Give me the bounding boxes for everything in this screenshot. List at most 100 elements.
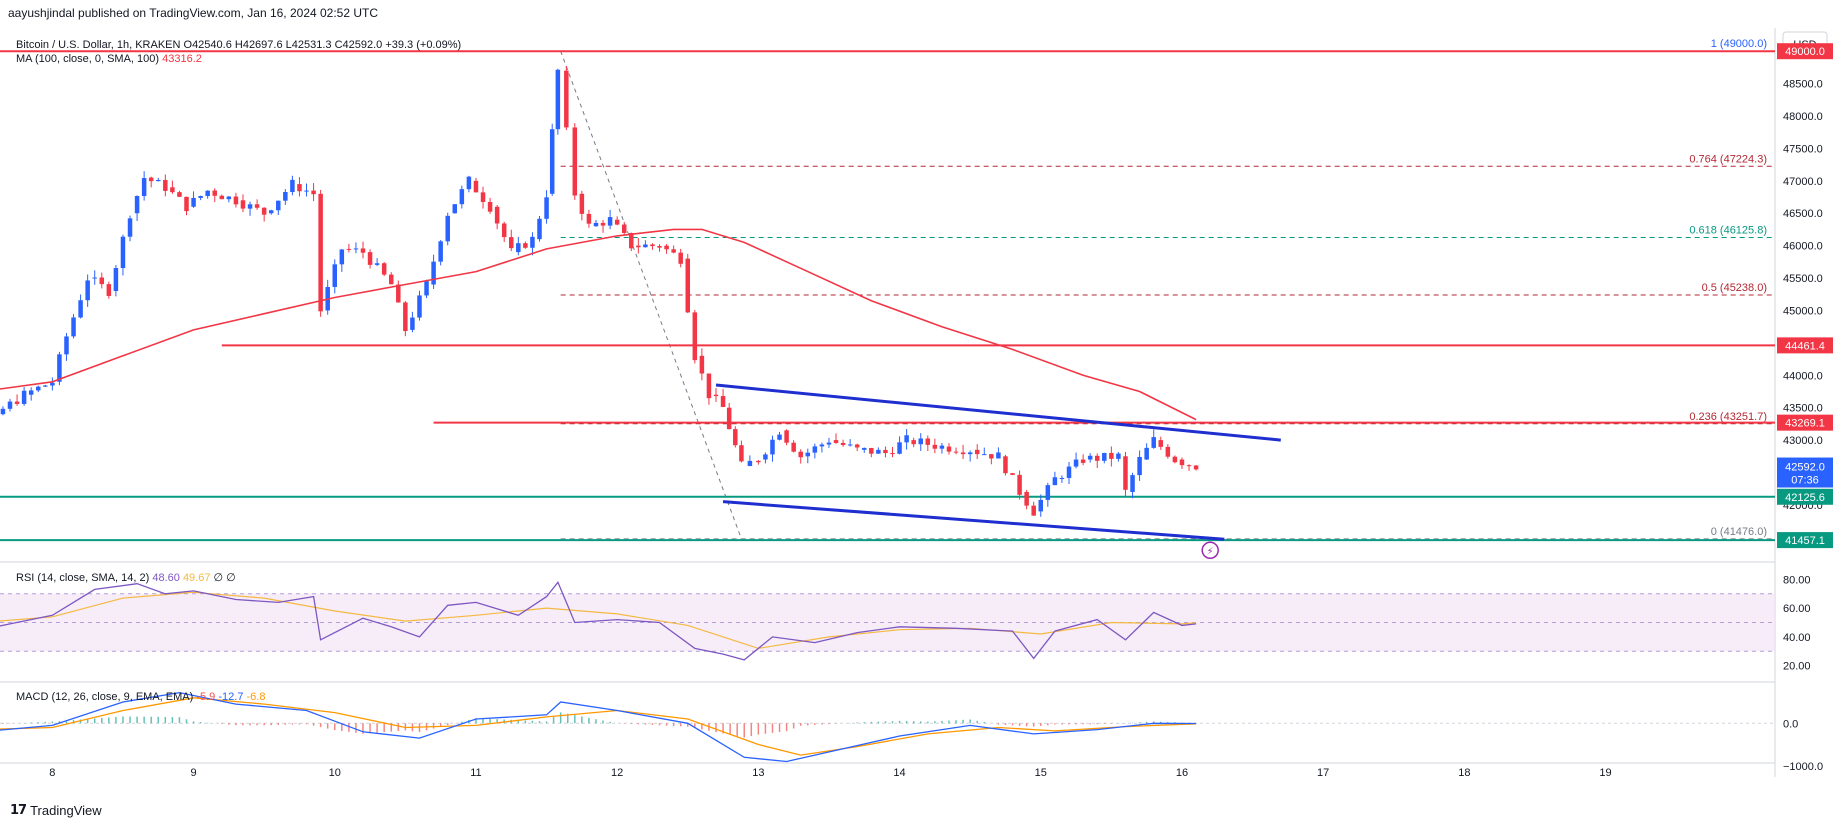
candle-body <box>1193 465 1199 470</box>
candle-body <box>840 442 846 445</box>
candle-body <box>960 452 966 455</box>
candle-body <box>869 447 874 454</box>
time-tick-label: 10 <box>329 767 341 779</box>
rsi-tick-label: 20.00 <box>1783 661 1811 673</box>
level-price-label: 43269.1 <box>1785 418 1825 430</box>
candle-body <box>226 196 232 200</box>
candle-body <box>177 192 182 197</box>
candle-countdown: 07:36 <box>1791 475 1819 487</box>
price-tick-label: 48500.0 <box>1783 79 1823 91</box>
candle-body <box>205 190 210 197</box>
candle-body <box>410 317 415 330</box>
candle-body <box>833 440 839 443</box>
candle-body <box>726 407 732 430</box>
candle-body <box>403 302 408 332</box>
candle-body <box>261 207 267 215</box>
candle-body <box>43 385 48 387</box>
time-tick-label: 11 <box>470 767 481 779</box>
candle-body <box>1130 475 1135 492</box>
published-line: aayushjindal published on TradingView.co… <box>8 6 379 20</box>
rsi-tick-label: 40.00 <box>1783 632 1811 644</box>
candle-body <box>678 252 683 264</box>
candle-body <box>283 191 288 201</box>
candle-body <box>134 196 140 214</box>
fib-level-label: 0 (41476.0) <box>1711 526 1767 538</box>
candle-body <box>904 435 909 443</box>
macd-legend-value: -5.9 <box>196 691 218 703</box>
candle-body <box>367 252 373 265</box>
candle-body <box>763 454 768 460</box>
candle-body <box>989 454 994 459</box>
candle-body <box>798 451 803 458</box>
candle-body <box>713 394 719 397</box>
fib-level-label: 0.618 (46125.8) <box>1689 224 1767 236</box>
candle-body <box>184 196 189 212</box>
candle-body <box>1045 485 1051 500</box>
candle-body <box>339 249 345 265</box>
candle-body <box>1094 455 1100 461</box>
candle-body <box>784 430 789 443</box>
candle-body <box>1017 474 1022 495</box>
candle-body <box>127 218 133 237</box>
time-tick-label: 19 <box>1599 767 1611 779</box>
candle-body <box>607 217 613 226</box>
candle-body <box>35 386 41 391</box>
candle-body <box>770 439 775 455</box>
ma-legend-value: 43316.2 <box>162 53 202 65</box>
candle-body <box>1059 477 1065 479</box>
candle-body <box>621 224 627 233</box>
candle-body <box>212 190 217 196</box>
candle-body <box>523 243 528 248</box>
level-price-tag <box>1777 414 1833 431</box>
candle-body <box>911 440 916 445</box>
candle-body <box>967 452 973 455</box>
candle-body <box>996 452 1001 459</box>
candle-body <box>1031 505 1036 516</box>
price-tick-label: 47500.0 <box>1783 143 1823 155</box>
candle-body <box>219 195 225 200</box>
price-tick-label: 47000.0 <box>1783 176 1823 188</box>
candle-body <box>1144 447 1149 460</box>
candle-body <box>1109 452 1114 459</box>
candle-body <box>918 438 923 445</box>
candle-body <box>1102 452 1107 461</box>
rsi-legend-value: ∅ <box>214 572 227 584</box>
candle-body <box>643 244 648 248</box>
candle-body <box>276 200 281 211</box>
ma-legend: MA (100, close, 0, SMA, 100) 43316.2 <box>16 53 202 65</box>
candle-body <box>14 401 20 404</box>
level-price-tag <box>1777 43 1833 60</box>
fib-level-label: 0.236 (43251.7) <box>1689 411 1767 423</box>
price-tick-label: 45500.0 <box>1783 273 1823 285</box>
candle-body <box>1186 465 1192 467</box>
candle-body <box>99 277 105 285</box>
candle-body <box>555 69 561 130</box>
candle-body <box>304 190 309 192</box>
candle-body <box>346 248 352 250</box>
candle-body <box>78 300 83 318</box>
candle-body <box>720 396 726 407</box>
candle-body <box>452 204 458 214</box>
candle-body <box>459 189 465 205</box>
price-tick-label: 46500.0 <box>1783 208 1823 220</box>
rsi-legend-value: 48.60 <box>152 572 183 584</box>
time-tick-label: 9 <box>190 767 196 779</box>
candle-body <box>1052 477 1058 486</box>
candle-body <box>1172 456 1178 463</box>
candle-body <box>897 442 902 454</box>
candle-body <box>805 452 811 457</box>
level-price-label: 42125.6 <box>1785 492 1825 504</box>
candle-body <box>544 197 549 219</box>
candle-body <box>706 373 712 399</box>
candle-body <box>240 200 246 209</box>
candle-body <box>445 215 450 242</box>
candle-body <box>777 434 782 440</box>
candle-body <box>191 197 196 207</box>
candle-body <box>156 179 161 182</box>
candle-body <box>113 268 119 292</box>
candle-body <box>417 295 422 318</box>
candle-body <box>381 263 387 275</box>
candle-body <box>360 248 366 253</box>
candle-body <box>946 446 952 452</box>
